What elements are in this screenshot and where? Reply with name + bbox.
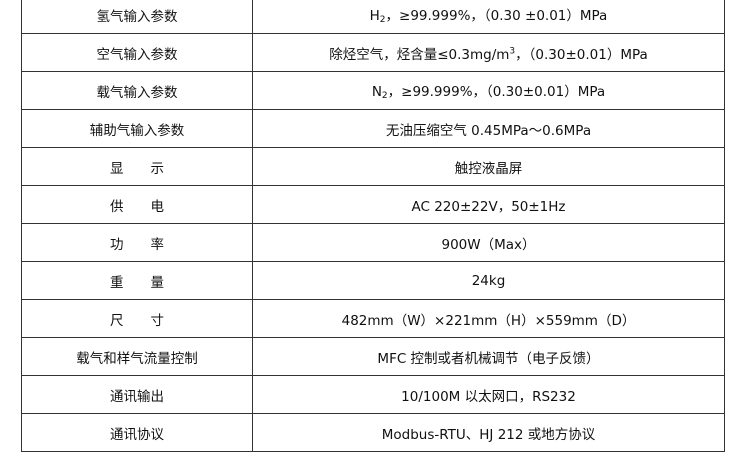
spec-label: 供 电 <box>21 185 253 224</box>
spec-label: 显 示 <box>21 147 253 186</box>
spec-value: 24kg <box>252 261 725 300</box>
spec-value: AC 220±22V，50±1Hz <box>252 185 725 224</box>
spec-value-part: 3 <box>509 46 516 56</box>
spec-value: 无油压缩空气 0.45MPa～0.6MPa <box>252 109 725 148</box>
table-row: 载气和样气流量控制 MFC 控制或者机械调节（电子反馈） <box>21 337 725 376</box>
spec-label: 载气输入参数 <box>21 71 253 110</box>
table-row: 氢气输入参数 H2，≥99.999%，（0.30 ±0.01）MPa <box>21 0 725 34</box>
spec-value-part: ，≥99.999%，（0.30 ±0.01）MPa <box>385 8 608 24</box>
spec-label: 氢气输入参数 <box>21 0 253 34</box>
spec-value-part: 除烃空气，烃含量≤0.3mg/m <box>329 46 510 63</box>
spec-value-part: ，（0.30±0.01）MPa <box>515 46 648 63</box>
spec-value: Modbus-RTU、HJ 212 或地方协议 <box>252 413 725 452</box>
table-row: 载气输入参数 N2，≥99.999%，（0.30±0.01）MPa <box>21 71 725 110</box>
spec-value: MFC 控制或者机械调节（电子反馈） <box>252 337 725 376</box>
table-row: 重 量 24kg <box>21 261 725 300</box>
spec-label: 载气和样气流量控制 <box>21 337 253 376</box>
spec-value: 10/100M 以太网口，RS232 <box>252 375 725 414</box>
spec-value: 482mm（W）×221mm（H）×559mm（D） <box>252 299 725 338</box>
table-row: 通讯输出 10/100M 以太网口，RS232 <box>21 375 725 414</box>
spec-value-part: ，≥99.999%，（0.30±0.01）MPa <box>387 84 606 100</box>
spec-table: 氢气输入参数 H2，≥99.999%，（0.30 ±0.01）MPa 空气输入参数除… <box>21 0 725 452</box>
spec-label: 尺 寸 <box>21 299 253 338</box>
spec-label: 辅助气输入参数 <box>21 109 253 148</box>
spec-label: 空气输入参数 <box>21 33 253 72</box>
spec-value: 触控液晶屏 <box>252 147 725 186</box>
spec-label: 通讯输出 <box>21 375 253 414</box>
table-row: 显 示触控液晶屏 <box>21 147 725 186</box>
table-row: 供 电 AC 220±22V，50±1Hz <box>21 185 725 224</box>
table-row: 功 率 900W（Max） <box>21 223 725 262</box>
table-row: 空气输入参数 除烃空气，烃含量≤0.3mg/m3，（0.30±0.01）MPa <box>21 33 725 72</box>
table-row: 尺 寸 482mm（W）×221mm（H）×559mm（D） <box>21 299 725 338</box>
spec-value: N2，≥99.999%，（0.30±0.01）MPa <box>252 71 725 110</box>
table-row: 通讯协议 Modbus-RTU、HJ 212 或地方协议 <box>21 413 725 452</box>
spec-value-part: 2 <box>381 91 388 101</box>
spec-value-part: H <box>369 8 380 24</box>
spec-value: 除烃空气，烃含量≤0.3mg/m3，（0.30±0.01）MPa <box>252 33 725 72</box>
spec-value: 900W（Max） <box>252 223 725 262</box>
spec-label: 重 量 <box>21 261 253 300</box>
spec-label: 功 率 <box>21 223 253 262</box>
spec-value-part: N <box>371 84 382 100</box>
table-row: 辅助气输入参数 无油压缩空气 0.45MPa～0.6MPa <box>21 109 725 148</box>
spec-value: H2，≥99.999%，（0.30 ±0.01）MPa <box>252 0 725 34</box>
spec-label: 通讯协议 <box>21 413 253 452</box>
spec-value-part: 2 <box>379 15 386 25</box>
